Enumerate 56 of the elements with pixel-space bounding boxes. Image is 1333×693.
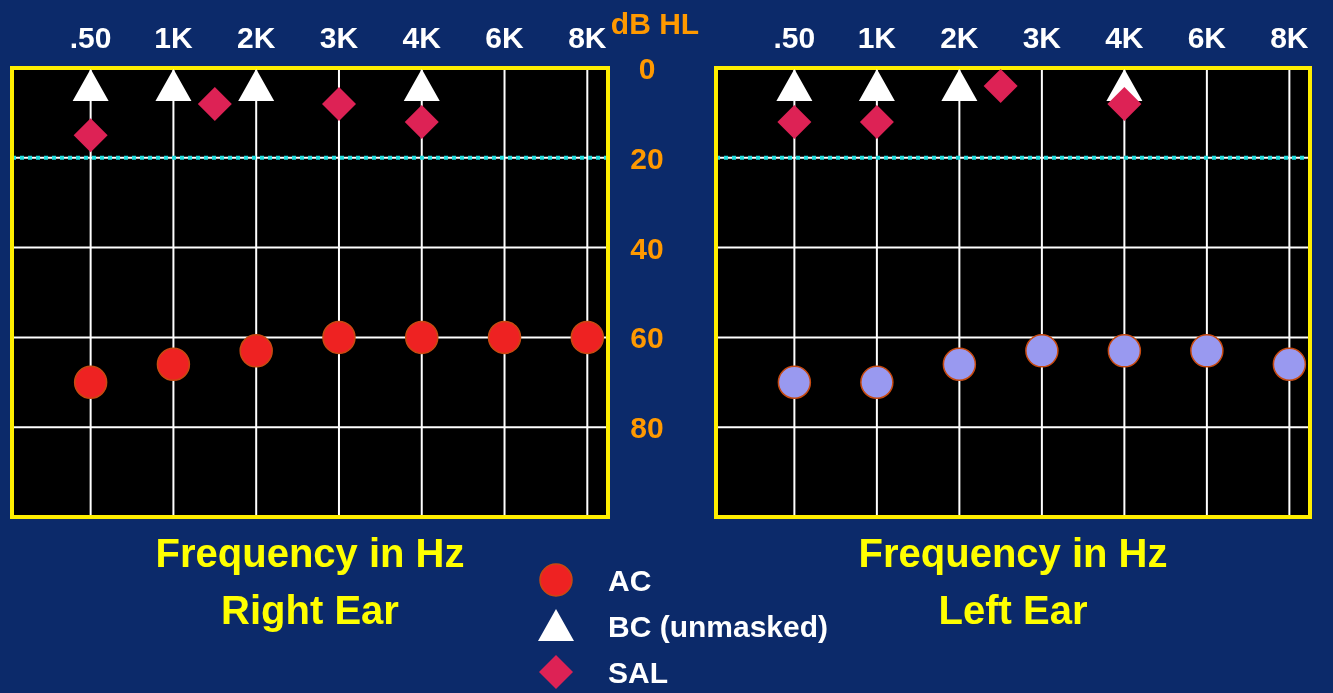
point (321, 86, 356, 121)
x-tick-label: 2K (940, 21, 979, 54)
point (239, 334, 273, 368)
x-tick-label: .50 (773, 21, 816, 54)
x-tick-label: 8K (1270, 21, 1309, 54)
point (487, 320, 522, 355)
point (777, 365, 812, 400)
text: Left Ear (938, 588, 1088, 632)
x-tick-label: 6K (1187, 21, 1227, 54)
y-tick-label: 40 (630, 231, 664, 265)
point (73, 118, 108, 153)
x-axis-title: Frequency in Hz (858, 531, 1168, 575)
y-tick-label: 0 (638, 52, 656, 85)
point (238, 68, 275, 101)
x-axis-title: Frequency in Hz (155, 531, 465, 575)
point (1190, 334, 1224, 368)
point (403, 68, 440, 101)
point (1025, 334, 1059, 368)
text: Right Ear (221, 588, 399, 632)
point (72, 68, 109, 101)
x-tick-label: .50 (69, 21, 112, 54)
x-tick-label: 4K (402, 21, 442, 54)
point (942, 347, 977, 382)
point (404, 104, 439, 139)
x-tick-label: 1K (154, 21, 193, 54)
legend-label: AC (608, 564, 652, 597)
point (983, 68, 1018, 103)
point (405, 320, 439, 355)
x-tick-label: 1K (857, 21, 897, 54)
x-tick-label: 3K (319, 21, 359, 54)
x-tick-label: 2K (237, 21, 276, 54)
y-axis-title: dB HL (610, 7, 700, 40)
y-tick-label: 60 (630, 321, 664, 355)
x-tick-label: 4K (1105, 21, 1144, 54)
legend-label: SAL (608, 656, 668, 689)
point (156, 347, 191, 382)
x-tick-label: 3K (1022, 21, 1062, 54)
x-tick-label: 8K (568, 21, 607, 54)
point (1107, 334, 1142, 368)
point (73, 365, 108, 400)
point (570, 320, 605, 355)
y-tick-label: 20 (630, 141, 664, 175)
point (776, 68, 813, 101)
point (859, 104, 894, 139)
point (155, 68, 192, 101)
point (941, 68, 978, 101)
x-tick-label: 6K (485, 21, 525, 54)
point (1272, 347, 1307, 382)
point (777, 104, 812, 139)
point (858, 68, 895, 101)
point (322, 320, 356, 355)
legend-label: BC (unmasked) (608, 610, 829, 643)
point (860, 365, 894, 400)
point (1107, 86, 1142, 121)
point (197, 86, 232, 121)
y-tick-label: 80 (630, 411, 664, 445)
